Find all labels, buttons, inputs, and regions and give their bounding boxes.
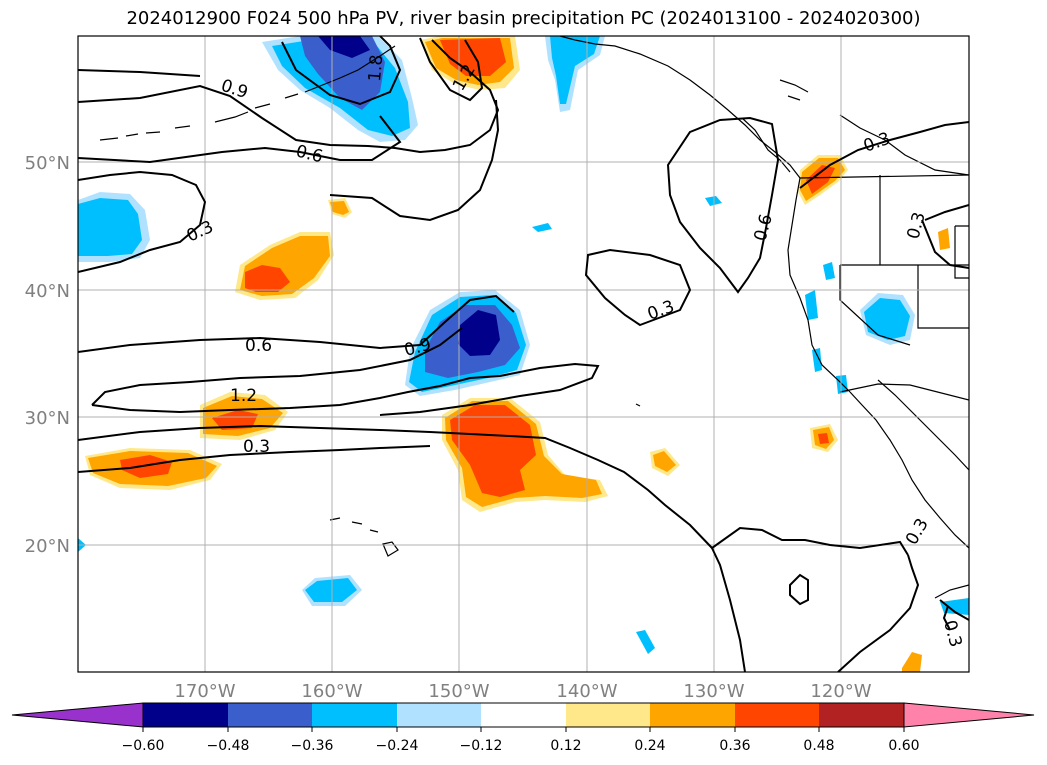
colorbar-segment [819,703,904,727]
colorbar-segment [397,703,481,727]
colorbar-frame [142,702,905,728]
colorbar-segment [481,703,566,727]
colorbar-tick: −0.12 [460,738,503,754]
colorbar-extend-low [11,702,144,728]
colorbar-segment [143,703,228,727]
map-title: 2024012900 F024 500 hPa PV, river basin … [126,8,921,29]
coastlines [99,36,969,599]
colorbar-tick: −0.36 [291,738,334,754]
colorbar-tick: 0.48 [803,738,834,754]
colorbar-tick: 0.36 [719,738,750,754]
contour-label: 1.8 [365,54,387,83]
colorbar-tick: −0.60 [122,738,165,754]
colorbar-segment [566,703,650,727]
lon-label-160w: 160°W [301,681,362,702]
colorbar-tick: −0.24 [376,738,419,754]
colorbar-segment [735,703,819,727]
precip-shading [78,36,969,672]
colorbar-segment [312,703,397,727]
colorbar-extend-high [903,702,1035,728]
colorbar: −0.60 −0.48 −0.36 −0.24 −0.12 0.12 0.24 … [11,702,1035,754]
colorbar-segment [228,703,312,727]
lat-label-40n: 40°N [25,281,70,302]
contour-label: 0.6 [245,336,272,356]
lat-label-20n: 20°N [25,536,70,557]
latitude-labels: 50°N 40°N 30°N 20°N [25,153,70,557]
lat-label-30n: 30°N [25,408,70,429]
longitude-labels: 170°W 160°W 150°W 140°W 130°W 120°W [174,681,871,702]
pv-contours [78,36,969,672]
lon-label-120w: 120°W [810,681,871,702]
lon-label-150w: 150°W [428,681,489,702]
contour-label: 1.2 [230,386,257,406]
colorbar-segment [650,703,735,727]
colorbar-tick: 0.12 [550,738,581,754]
colorbar-tick: −0.48 [207,738,250,754]
lat-label-50n: 50°N [25,153,70,174]
contour-label: 0.3 [243,437,270,457]
lon-label-130w: 130°W [683,681,744,702]
colorbar-tick: 0.60 [888,738,919,754]
map-frame [77,35,970,673]
lon-label-170w: 170°W [174,681,235,702]
gridlines [78,36,969,672]
lon-label-140w: 140°W [556,681,617,702]
colorbar-tick: 0.24 [634,738,665,754]
